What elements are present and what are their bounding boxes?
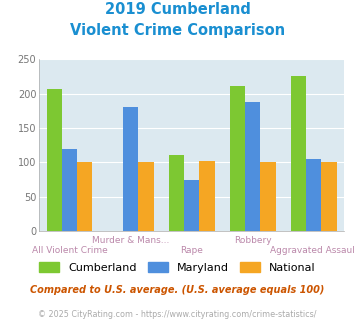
Bar	[123, 108, 138, 231]
Text: Compared to U.S. average. (U.S. average equals 100): Compared to U.S. average. (U.S. average …	[30, 285, 325, 295]
Text: 2019 Cumberland: 2019 Cumberland	[105, 2, 250, 16]
Text: Robbery: Robbery	[234, 236, 272, 245]
Bar	[230, 86, 245, 231]
Bar	[77, 162, 92, 231]
Text: Murder & Mans...: Murder & Mans...	[92, 236, 169, 245]
Legend: Cumberland, Maryland, National: Cumberland, Maryland, National	[35, 258, 320, 278]
Text: © 2025 CityRating.com - https://www.cityrating.com/crime-statistics/: © 2025 CityRating.com - https://www.city…	[38, 310, 317, 319]
Bar	[47, 89, 62, 231]
Bar	[200, 161, 214, 231]
Bar	[306, 159, 322, 231]
Bar	[62, 148, 77, 231]
Text: Rape: Rape	[180, 246, 203, 255]
Bar	[138, 162, 153, 231]
Bar	[322, 162, 337, 231]
Text: Aggravated Assault: Aggravated Assault	[269, 246, 355, 255]
Bar	[261, 162, 275, 231]
Bar	[245, 102, 261, 231]
Text: All Violent Crime: All Violent Crime	[32, 246, 108, 255]
Bar	[169, 155, 184, 231]
Bar	[291, 76, 306, 231]
Text: Violent Crime Comparison: Violent Crime Comparison	[70, 23, 285, 38]
Bar	[184, 180, 200, 231]
